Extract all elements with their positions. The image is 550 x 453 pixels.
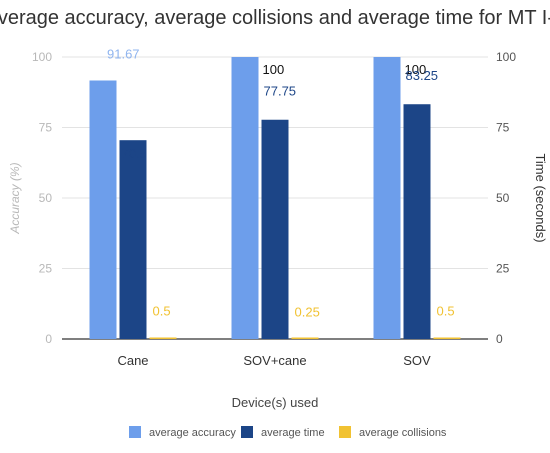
y-tick-right: 50 (496, 191, 510, 205)
y-tick-right: 100 (496, 50, 516, 64)
bar-average-accuracy (89, 80, 117, 339)
category-label: SOV (403, 353, 431, 368)
legend-label: average time (261, 427, 325, 439)
y-tick-left: 100 (32, 50, 52, 64)
x-axis-title: Device(s) used (232, 395, 319, 410)
bar-average-time (119, 140, 147, 339)
data-label: 0.5 (153, 304, 171, 319)
category-labels: Cane SOV+cane SOV (117, 353, 431, 368)
ticks: 0 0 25 25 50 50 75 75 100 100 (32, 50, 516, 346)
bar-average-time (403, 104, 431, 339)
y-axis-right-title: Time (seconds) (533, 153, 548, 242)
data-label: 0.25 (295, 304, 320, 319)
data-label: 100 (263, 62, 285, 77)
y-tick-left: 75 (39, 121, 53, 135)
y-tick-left: 25 (39, 262, 53, 276)
y-tick-right: 75 (496, 121, 510, 135)
legend-label: average collisions (359, 427, 447, 439)
y-tick-right: 0 (496, 332, 503, 346)
chart-title: Average accuracy, average collisions and… (0, 7, 550, 29)
data-label: 91.67 (107, 46, 140, 61)
y-axis-left-title: Accuracy (%) (8, 162, 22, 234)
legend-label: average accuracy (149, 427, 236, 439)
legend-swatch (339, 426, 351, 438)
bar-average-time (261, 119, 289, 340)
bar-average-accuracy (231, 57, 259, 339)
bars (89, 57, 461, 340)
data-label: 0.5 (437, 304, 455, 319)
bar-average-collisions (149, 337, 177, 339)
bar-average-accuracy (373, 57, 401, 339)
bar-average-collisions (433, 337, 461, 339)
legend-swatch (129, 426, 141, 438)
y-tick-left: 50 (39, 191, 53, 205)
data-label: 77.75 (264, 84, 297, 99)
category-label: Cane (117, 353, 148, 368)
y-tick-right: 25 (496, 262, 510, 276)
data-label: 100 (405, 62, 427, 77)
data-label: 70.5 (122, 146, 147, 161)
bar-average-collisions (291, 337, 319, 339)
category-label: SOV+cane (243, 353, 306, 368)
legend-swatch (241, 426, 253, 438)
legend: average accuracy average time average coll… (129, 426, 447, 439)
y-tick-left: 0 (45, 332, 52, 346)
data-label: 83.25 (406, 68, 439, 83)
